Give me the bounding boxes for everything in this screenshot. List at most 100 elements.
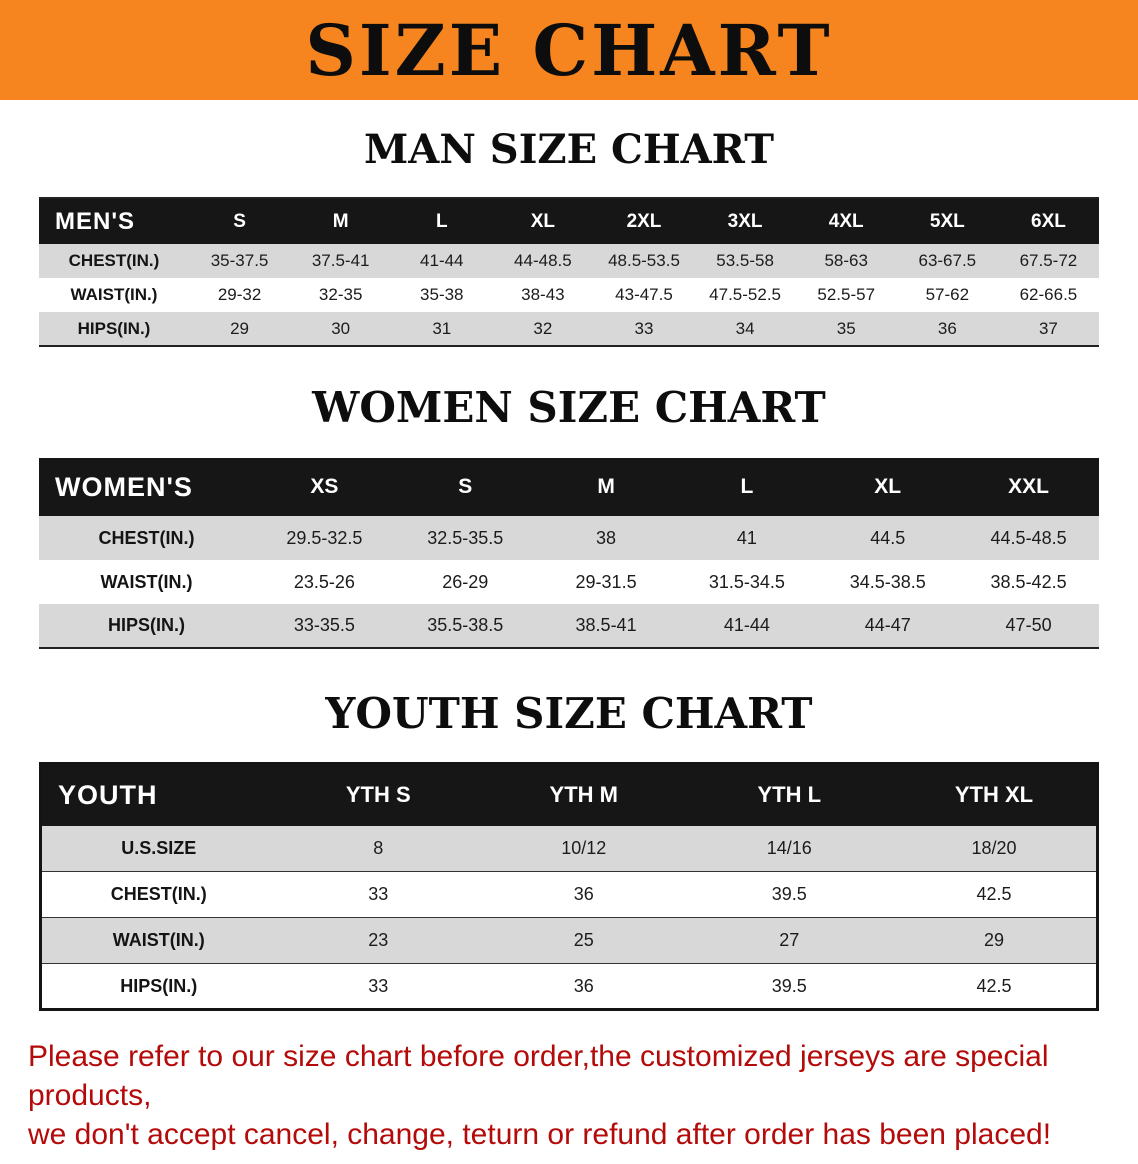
youth-size-section: YOUTH SIZE CHART YOUTH YTH S YTH M YTH L YTH… [0, 689, 1138, 1011]
size-value-cell: 34.5-38.5 [849, 571, 926, 592]
size-chart-banner: SIZE CHART [0, 0, 1138, 100]
size-column-header: S [458, 475, 473, 498]
size-column-header: L [435, 210, 448, 232]
table-corner-label: MEN'S [55, 207, 136, 235]
size-value-cell: 35-37.5 [210, 251, 269, 270]
size-column-header: L [740, 475, 754, 498]
youth-size-table: YOUTH YTH S YTH M YTH L YTH XL U.S.SIZE 8 10/12… [39, 762, 1099, 1011]
size-value-cell: 8 [373, 837, 384, 858]
size-value-cell: 33-35.5 [293, 615, 355, 635]
size-value-cell: 30 [331, 318, 351, 338]
size-value-cell: 58-63 [824, 251, 868, 270]
size-column-header: XL [530, 210, 556, 232]
size-value-cell: 36 [573, 975, 594, 996]
size-column-header: YTH L [757, 782, 822, 808]
size-value-cell: 25 [573, 930, 594, 950]
size-value-cell: 38-43 [521, 285, 565, 304]
size-column-header: 4XL [828, 210, 864, 232]
size-value-cell: 52.5-57 [817, 285, 876, 304]
size-value-cell: 67.5-72 [1019, 251, 1078, 270]
youth-section-heading: YOUTH SIZE CHART [325, 689, 813, 738]
size-value-cell: 34 [735, 318, 755, 338]
size-value-cell: 26-29 [442, 571, 489, 592]
size-value-cell: 29-32 [217, 285, 262, 304]
table-row: WAIST(IN.) 23 25 27 29 [40, 917, 1098, 964]
size-column-header: XXL [1008, 475, 1049, 498]
size-value-cell: 62-66.5 [1019, 285, 1078, 304]
size-charts: MAN SIZE CHART MEN'S S M L XL 2XL 3XL 4XL 5XL 6XL… [0, 126, 1138, 1011]
disclaimer-line-1: Please refer to our size chart before or… [28, 1040, 1049, 1112]
row-label: WAIST(IN.) [100, 571, 193, 592]
size-value-cell: 32.5-35.5 [427, 527, 504, 548]
table-row: CHEST(IN.) 29.5-32.5 32.5-35.5 38 41 44.5 44.5… [39, 516, 1099, 560]
size-value-cell: 39.5 [771, 975, 807, 996]
size-value-cell: 41-44 [723, 615, 770, 635]
row-label: CHEST(IN.) [68, 251, 160, 270]
table-row: HIPS(IN.) 33 36 39.5 42.5 [40, 963, 1098, 1010]
row-label: HIPS(IN.) [107, 615, 185, 635]
size-column-header: YTH S [345, 782, 411, 808]
size-value-cell: 18/20 [971, 837, 1017, 858]
men-size-section: MAN SIZE CHART MEN'S S M L XL 2XL 3XL 4XL 5XL 6XL… [0, 126, 1138, 347]
size-value-cell: 27 [779, 930, 800, 950]
size-value-cell: 35 [836, 318, 856, 338]
table-row: CHEST(IN.) 35-37.5 37.5-41 41-44 44-48.5 48.5… [39, 244, 1099, 278]
size-value-cell: 41-44 [420, 251, 464, 270]
size-value-cell: 47.5-52.5 [709, 285, 782, 304]
table-header-row: WOMEN'S XS S M L XL XXL [39, 458, 1099, 516]
row-label: CHEST(IN.) [98, 527, 195, 548]
size-value-cell: 36 [573, 884, 594, 904]
size-value-cell: 29-31.5 [575, 571, 637, 592]
size-value-cell: 42.5 [976, 884, 1012, 904]
size-value-cell: 44.5 [870, 527, 906, 548]
size-value-cell: 57-62 [925, 285, 970, 304]
size-column-header: 3XL [727, 210, 763, 232]
table-header-row: MEN'S S M L XL 2XL 3XL 4XL 5XL 6XL [39, 198, 1099, 244]
size-value-cell: 31 [432, 318, 452, 338]
size-value-cell: 37 [1038, 318, 1058, 338]
row-label: WAIST(IN.) [70, 285, 158, 304]
size-column-header: YTH M [549, 782, 618, 808]
size-value-cell: 32 [533, 318, 553, 338]
row-label: WAIST(IN.) [112, 930, 205, 950]
women-size-table: WOMEN'S XS S M L XL XXL CHEST(IN.) 29.5-32.5 32.5… [39, 458, 1099, 649]
size-value-cell: 42.5 [976, 975, 1012, 996]
row-label: CHEST(IN.) [110, 884, 207, 904]
size-value-cell: 39.5 [771, 884, 807, 904]
row-label: HIPS(IN.) [120, 975, 198, 996]
size-column-header: XL [874, 475, 902, 498]
table-header-row: YOUTH YTH S YTH M YTH L YTH XL [40, 763, 1098, 826]
table-row: WAIST(IN.) 29-32 32-35 35-38 38-43 43-47.5 47.… [39, 278, 1099, 312]
size-value-cell: 44-48.5 [514, 251, 572, 270]
banner-title: SIZE CHART [305, 8, 833, 92]
size-value-cell: 44-47 [864, 615, 911, 635]
size-value-cell: 29 [230, 318, 250, 338]
size-value-cell: 32-35 [318, 285, 363, 304]
table-row: WAIST(IN.) 23.5-26 26-29 29-31.5 31.5-34.5 34… [39, 560, 1099, 604]
size-value-cell: 63-67.5 [918, 251, 977, 270]
size-column-header: M [597, 475, 615, 498]
size-value-cell: 41 [736, 527, 757, 548]
size-value-cell: 14/16 [766, 837, 812, 858]
size-value-cell: 35-38 [420, 285, 464, 304]
table-row: HIPS(IN.) 33-35.5 35.5-38.5 38.5-41 41-44 44-… [39, 604, 1099, 648]
men-section-heading: MAN SIZE CHART [364, 126, 774, 173]
table-row: CHEST(IN.) 33 36 39.5 42.5 [40, 871, 1098, 918]
size-value-cell: 33 [634, 318, 654, 338]
row-label: U.S.SIZE [121, 837, 197, 858]
size-value-cell: 31.5-34.5 [708, 571, 785, 592]
size-value-cell: 23.5-26 [293, 571, 355, 592]
disclaimer: Please refer to our size chart before or… [28, 1037, 1110, 1154]
size-column-header: 5XL [929, 210, 965, 232]
table-row: HIPS(IN.) 29 30 31 32 33 34 35 36 37 [39, 312, 1099, 346]
size-value-cell: 29 [983, 930, 1005, 950]
women-section-heading: WOMEN SIZE CHART [312, 383, 826, 432]
size-value-cell: 23 [368, 930, 389, 950]
size-column-header: M [332, 210, 349, 232]
table-row: U.S.SIZE 8 10/12 14/16 18/20 [40, 825, 1098, 872]
size-value-cell: 10/12 [561, 837, 607, 858]
disclaimer-line-2: we don't accept cancel, change, teturn o… [28, 1118, 1052, 1151]
size-value-cell: 33 [368, 884, 389, 904]
size-column-header: XS [310, 475, 339, 498]
size-value-cell: 44.5-48.5 [990, 527, 1067, 548]
